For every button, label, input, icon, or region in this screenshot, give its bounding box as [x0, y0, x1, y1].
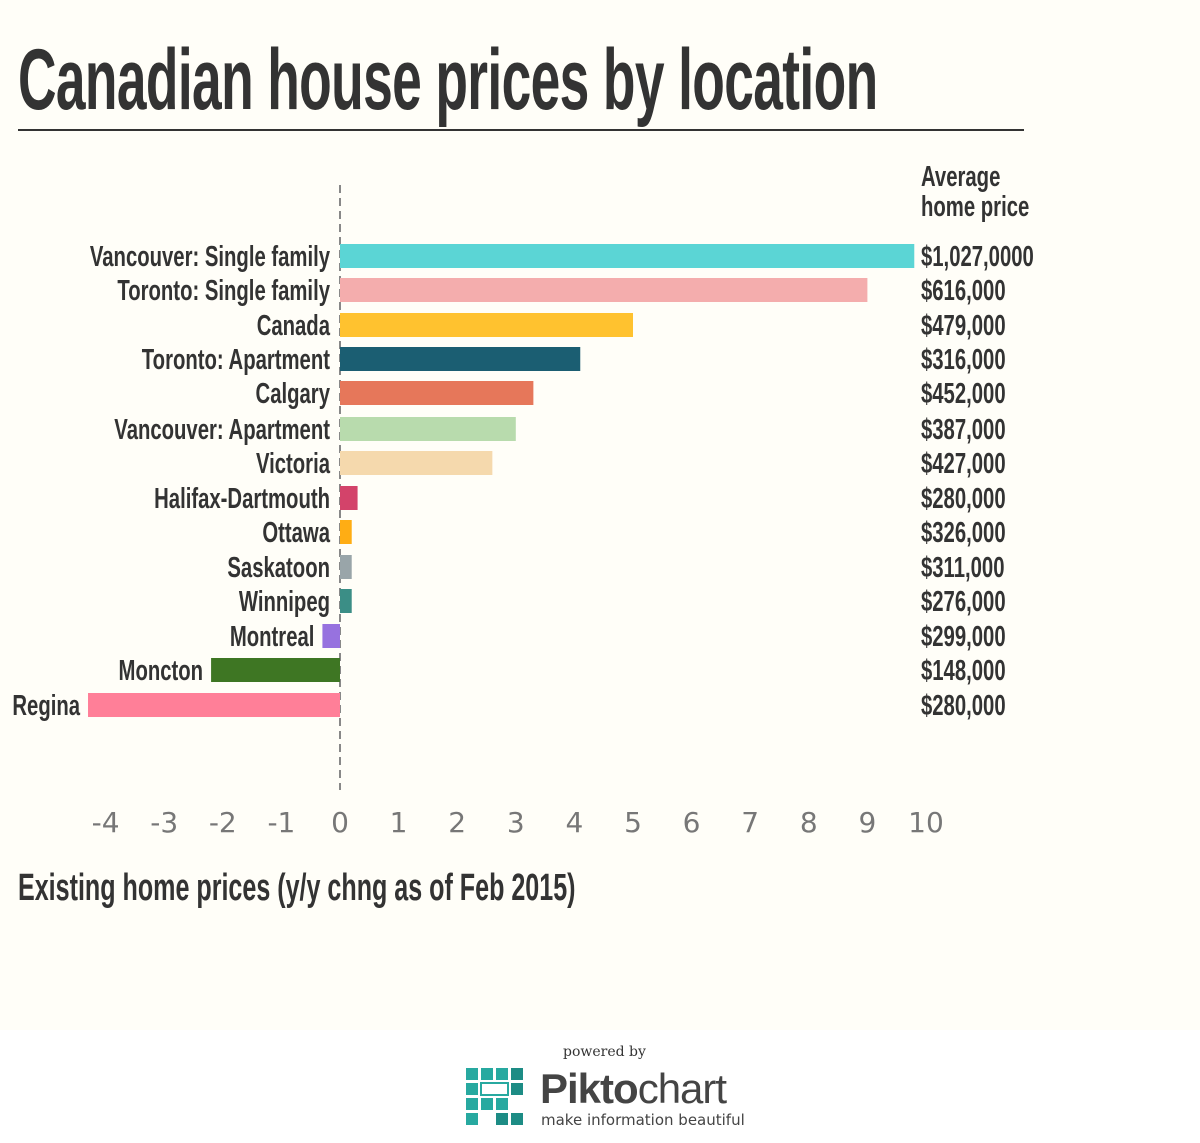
- x-tick-label-neg2: -2: [209, 806, 237, 839]
- bar-12: [211, 658, 340, 682]
- price-label-13: $280,000: [921, 690, 1006, 722]
- bar-1: [340, 278, 868, 302]
- bar-6: [340, 451, 493, 475]
- x-tick-label-5: 5: [624, 806, 642, 839]
- powered-by-text: powered by: [563, 1044, 646, 1060]
- category-label-11: Montreal: [230, 621, 315, 653]
- x-tick-label-neg3: -3: [150, 806, 178, 839]
- price-label-1: $616,000: [921, 275, 1006, 307]
- x-tick-label-7: 7: [741, 806, 759, 839]
- title-divider: [18, 129, 1024, 131]
- footer: powered by Piktochart make information b…: [0, 1030, 1200, 1143]
- price-label-2: $479,000: [921, 310, 1006, 342]
- brand-bold: Pikto: [540, 1065, 639, 1112]
- price-label-9: $311,000: [921, 552, 1005, 584]
- price-label-4: $452,000: [921, 378, 1006, 410]
- bar-4: [340, 381, 534, 405]
- price-label-3: $316,000: [921, 344, 1006, 376]
- category-label-13: Regina: [12, 690, 81, 722]
- price-header-line-1: Average: [921, 161, 1001, 193]
- price-label-10: $276,000: [921, 586, 1006, 618]
- x-tick-label-4: 4: [565, 806, 583, 839]
- bar-10: [340, 589, 352, 613]
- x-tick-label-9: 9: [858, 806, 876, 839]
- price-column-header: Average home price: [921, 162, 1029, 222]
- x-tick-label-0: 0: [331, 806, 349, 839]
- bar-9: [340, 555, 352, 579]
- bar-2: [340, 313, 633, 337]
- x-tick-label-neg1: -1: [267, 806, 295, 839]
- x-axis-label: Existing home prices (y/y chng as of Feb…: [18, 867, 576, 909]
- bar-13: [88, 693, 341, 717]
- category-label-9: Saskatoon: [227, 552, 330, 584]
- bar-3: [340, 347, 581, 371]
- price-label-8: $326,000: [921, 517, 1006, 549]
- page-title: Canadian house prices by location: [18, 32, 878, 128]
- x-tick-label-2: 2: [448, 806, 466, 839]
- bar-7: [340, 486, 358, 510]
- category-label-0: Vancouver: Single family: [90, 241, 330, 273]
- price-label-0: $1,027,0000: [921, 241, 1034, 273]
- piktochart-wordmark: Piktochart: [540, 1065, 727, 1112]
- category-label-12: Moncton: [119, 655, 204, 687]
- category-label-4: Calgary: [256, 378, 330, 410]
- brand-light: chart: [637, 1065, 727, 1112]
- x-tick-label-8: 8: [800, 806, 818, 839]
- price-label-11: $299,000: [921, 621, 1006, 653]
- bar-11: [322, 624, 340, 648]
- x-tick-label-1: 1: [390, 806, 408, 839]
- category-label-3: Toronto: Apartment: [142, 344, 331, 376]
- price-label-6: $427,000: [921, 448, 1006, 480]
- x-tick-label-3: 3: [507, 806, 525, 839]
- category-label-1: Toronto: Single family: [117, 275, 330, 307]
- category-label-6: Victoria: [256, 448, 331, 480]
- category-label-5: Vancouver: Apartment: [114, 414, 330, 446]
- bar-8: [340, 520, 352, 544]
- category-label-10: Winnipeg: [239, 586, 330, 618]
- price-label-7: $280,000: [921, 483, 1006, 515]
- category-label-7: Halifax-Dartmouth: [154, 483, 330, 515]
- price-header-line-2: home price: [921, 191, 1030, 223]
- price-label-12: $148,000: [921, 655, 1006, 687]
- brand-tagline: make information beautiful: [541, 1111, 745, 1129]
- price-label-5: $387,000: [921, 414, 1006, 446]
- piktochart-logo-icon: [466, 1068, 523, 1125]
- x-tick-label-6: 6: [683, 806, 701, 839]
- bar-5: [340, 417, 516, 441]
- x-tick-label-10: 10: [908, 806, 944, 839]
- bar-chart: Vancouver: Single family $1,027,0000 Toron…: [12, 185, 1034, 839]
- x-tick-label-neg4: -4: [92, 806, 120, 839]
- category-label-2: Canada: [257, 310, 331, 342]
- bar-0: [340, 244, 915, 268]
- category-label-8: Ottawa: [262, 517, 331, 549]
